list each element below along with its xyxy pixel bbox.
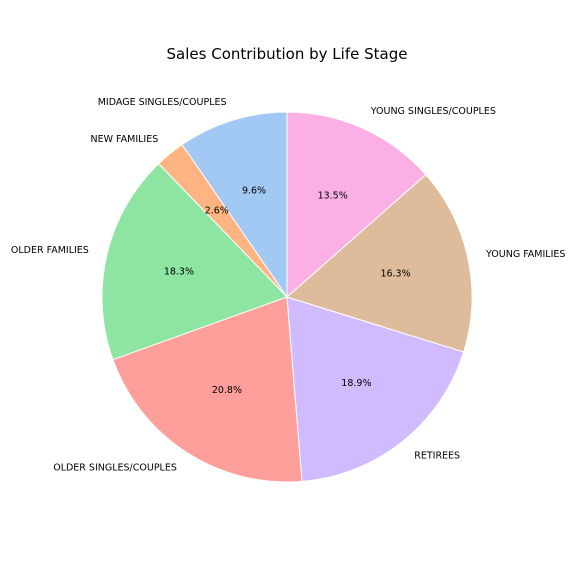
slice-label-retirees: RETIREES	[414, 450, 460, 461]
pie-slice-older-families	[101, 163, 288, 361]
percent-label-young-singles-couples: 13.5%	[318, 190, 348, 201]
pie-slice-young-families	[286, 173, 473, 353]
slice-label-young-singles-couples: YOUNG SINGLES/COUPLES	[370, 106, 496, 117]
pie-slices	[101, 111, 473, 483]
pie-slice-retirees	[286, 296, 465, 482]
slice-label-older-singles-couples: OLDER SINGLES/COUPLES	[53, 463, 177, 474]
slice-label-older-families: OLDER FAMILIES	[11, 245, 89, 256]
chart-title: Sales Contribution by Life Stage	[167, 45, 408, 63]
percent-label-retirees: 18.9%	[341, 378, 371, 389]
pie-slice-midage-singles-couples	[181, 111, 288, 299]
percent-label-older-singles-couples: 20.8%	[212, 385, 242, 396]
pie-slice-older-singles-couples	[112, 296, 303, 483]
slice-label-new-families: NEW FAMILIES	[91, 134, 159, 145]
slice-label-young-families: YOUNG FAMILIES	[485, 249, 565, 260]
percent-labels: 9.6% 2.6% 18.3% 20.8% 18.9% 16.3% 13.5%	[164, 186, 411, 396]
percent-label-young-families: 16.3%	[380, 268, 410, 279]
percent-label-new-families: 2.6%	[205, 206, 229, 217]
pie-slice-young-singles-couples	[286, 111, 427, 299]
slice-label-midage-singles-couples: MIDAGE SINGLES/COUPLES	[98, 97, 227, 108]
percent-label-midage-singles-couples: 9.6%	[242, 186, 266, 197]
percent-label-older-families: 18.3%	[164, 266, 194, 277]
slice-labels: MIDAGE SINGLES/COUPLES NEW FAMILIES OLDER …	[11, 97, 566, 473]
